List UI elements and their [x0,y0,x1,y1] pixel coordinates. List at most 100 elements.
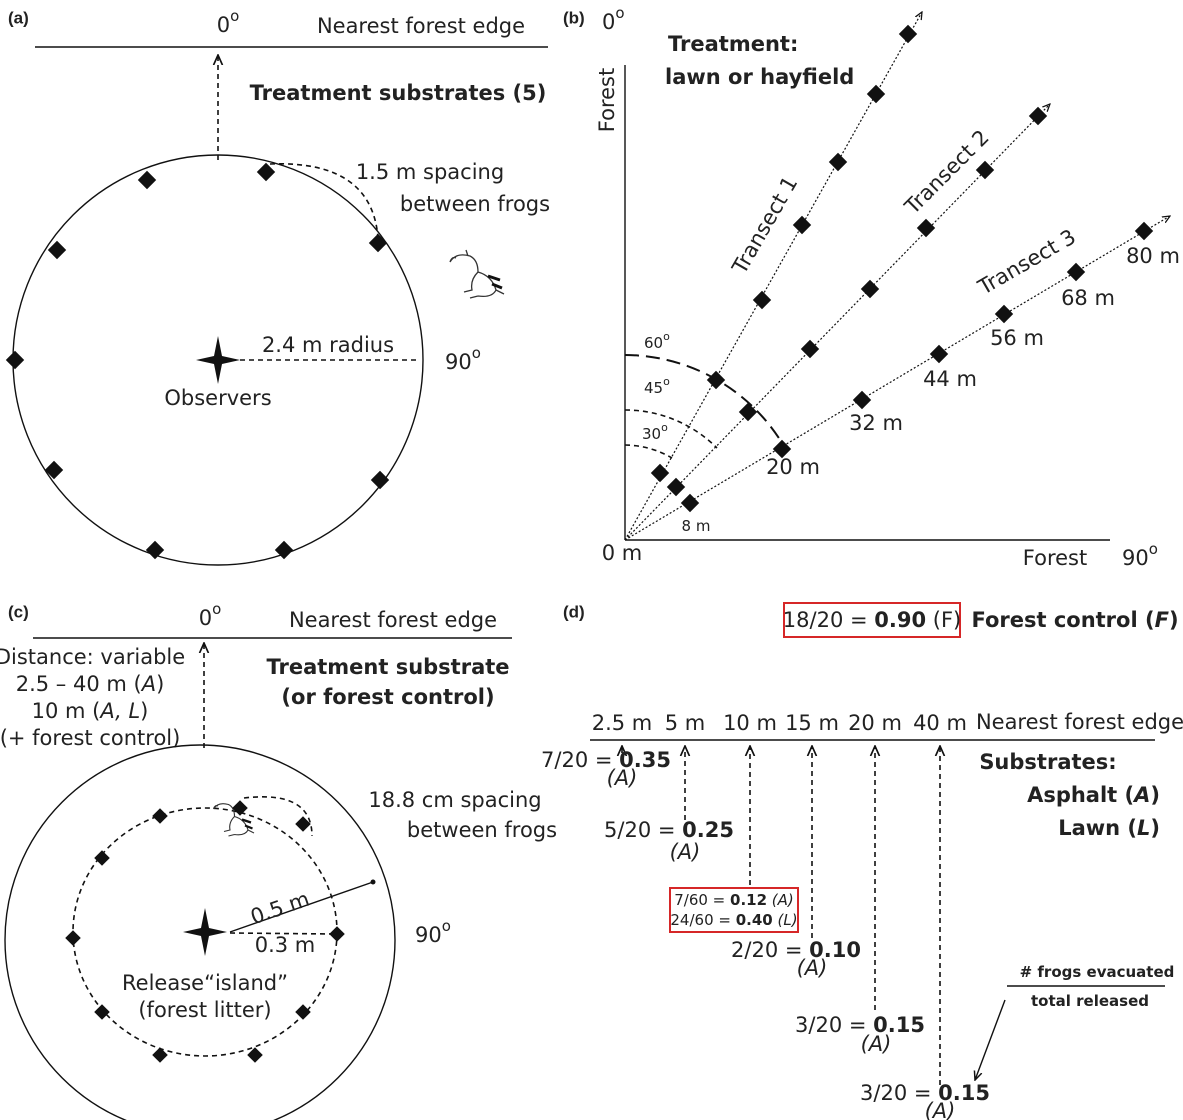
spacing-label: between frogs [407,818,557,842]
panel-a: (a) 0o Nearest forest edge Treatment sub… [6,7,550,565]
degree: o [472,344,481,362]
note: (+ forest control) [0,726,180,750]
proportion: 0.90 [874,608,926,632]
degree: o [663,330,670,343]
result-label: 5/20 = 0.25 [604,818,734,842]
substrate: (F) [926,608,961,632]
frog-position [371,471,389,489]
edge-label: Nearest forest edge [289,608,497,632]
distance-label: 15 m [785,711,839,735]
note: 10 m ( [32,699,101,723]
label: ) [1169,608,1179,632]
angle: 0 [217,13,230,37]
origin-label: 0 m [602,541,643,565]
proportion: 0.12 [730,891,767,909]
result-label: 24/60 = 0.40 (L) [670,911,797,929]
substrate-label: (A) [797,956,828,980]
angle: 0 [199,606,212,630]
axis-label: Forest [595,68,619,132]
frog-position [930,345,948,363]
fraction: 7/60 = [674,891,730,909]
label: Forest control ( [971,608,1154,632]
angle-label: 90o [445,344,481,374]
note: Distance: variable [0,645,185,669]
panel-label: (b) [563,9,585,28]
angle-arc [625,445,672,458]
distance-label: 20 m [848,711,902,735]
frog-position [138,171,156,189]
degree: o [212,600,221,618]
angle-label: 0o [217,7,240,37]
frog-position [681,494,699,512]
frog-position [1067,263,1085,281]
frog-position [257,163,275,181]
fraction: 5/20 = [604,818,682,842]
frog-position [753,291,771,309]
note: ) [156,672,164,696]
angle-label: 0o [199,600,222,630]
substrates-label: Substrates: [979,750,1116,774]
radius-label: 2.4 m radius [262,333,394,357]
angle: 90 [445,350,472,374]
frog-position [48,241,66,259]
label: ) [1150,783,1160,807]
distance-note: 2.5 – 40 m (A) [16,672,165,696]
release-label: Release“island” [122,971,288,995]
edge-label: Nearest forest edge [317,14,525,38]
observers-label: Observers [164,386,271,410]
spacing-label: between frogs [400,192,550,216]
control-result: 18/20 = 0.90 (F) [783,608,961,632]
substrate-asphalt: Asphalt (A) [1027,783,1160,807]
note: ) [140,699,148,723]
angle-arc [625,410,717,448]
distance-label: 32 m [849,411,903,435]
panel-label: (a) [8,9,29,28]
fraction: 18/20 = [783,608,874,632]
note: A [140,672,156,696]
label: A [1132,783,1150,807]
distance-label: 44 m [923,367,977,391]
observer-star [196,336,240,384]
treatment-label: lawn or hayfield [665,65,854,89]
distance-label: 56 m [990,326,1044,350]
angle: 30 [642,425,661,443]
substrate-label: (A) [670,840,701,864]
degree: o [1149,540,1158,558]
distance-label: 10 m [723,711,777,735]
distance-note: (+ forest control) [0,726,180,750]
distance-note: Distance: variable [0,645,185,669]
radius-label: 0.5 m [247,887,312,929]
radius-label: 0.3 m [255,933,316,957]
control-label: Forest control (F) [971,608,1178,632]
substrate-label: (A) [861,1032,892,1056]
angle-label: 60o [644,330,670,353]
frog-position [899,25,917,43]
angle-label: 90o [415,917,451,947]
substrate-label: (A) [925,1099,956,1120]
degree: o [663,375,670,388]
frog-position [369,234,387,252]
frog-position [152,808,168,824]
label: Asphalt ( [1027,783,1134,807]
distance-label: 5 m [665,711,706,735]
spacing-label: 18.8 cm spacing [368,788,541,812]
substrate: (A) [767,891,794,909]
distance-note: 10 m (A, L) [32,699,149,723]
angle-label: 0o [602,4,625,34]
panel-label: (c) [8,603,29,622]
label: Lawn ( [1058,816,1137,840]
distance-label: 20 m [766,455,820,479]
legend-label: total released [1031,992,1149,1010]
panel-d: (d) 18/20 = 0.90 (F) Forest control (F) … [541,603,1183,1120]
frog-position [65,930,81,946]
frog-position [995,305,1013,323]
label: L [1137,816,1150,840]
panel-c: (c) 0o Nearest forest edge Distance: var… [0,600,557,1120]
panel-label: (d) [563,603,585,622]
degree: o [615,4,624,22]
proportion: 0.25 [682,818,734,842]
frog-position [801,340,819,358]
frog-position [329,926,345,942]
substrate-label: (or forest control) [281,685,494,709]
frog-position [917,219,935,237]
